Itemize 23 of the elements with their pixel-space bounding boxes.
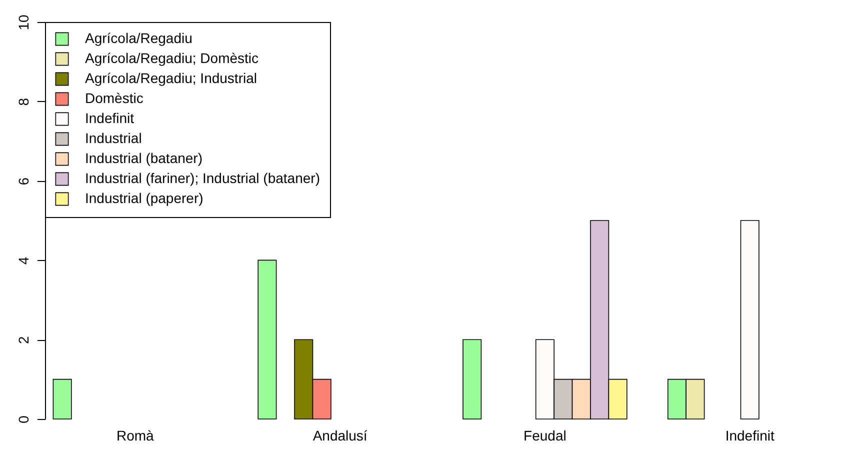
y-tick-label: 4 <box>16 256 32 265</box>
legend-label: Domèstic <box>85 90 144 106</box>
y-tick-label: 6 <box>16 177 32 186</box>
legend-label: Agrícola/Regadiu <box>85 30 192 46</box>
legend-label: Indefinit <box>85 110 134 126</box>
x-tick-label: Feudal <box>524 428 566 444</box>
x-tick-label: Indefinit <box>725 428 774 444</box>
legend-label: Industrial <box>85 130 142 146</box>
legend-label: Industrial (bataner) <box>85 150 203 166</box>
bar <box>258 260 277 420</box>
x-tick-label: Romà <box>116 428 154 444</box>
y-tick-label: 2 <box>16 336 32 344</box>
bar <box>52 378 72 420</box>
legend-label: Industrial (paperer) <box>85 190 204 206</box>
legend-label: Agrícola/Regadiu; Domèstic <box>85 50 259 66</box>
y-tick-label: 8 <box>16 98 32 106</box>
legend-label: Agrícola/Regadiu; Industrial <box>85 70 257 86</box>
bar <box>462 339 482 420</box>
legend-label: Industrial (fariner); Industrial (bataner) <box>85 170 320 186</box>
y-tick-label: 0 <box>16 415 32 424</box>
y-tick-label: 10 <box>16 14 32 30</box>
bar <box>740 220 760 420</box>
x-tick-label: Andalusí <box>312 428 368 444</box>
